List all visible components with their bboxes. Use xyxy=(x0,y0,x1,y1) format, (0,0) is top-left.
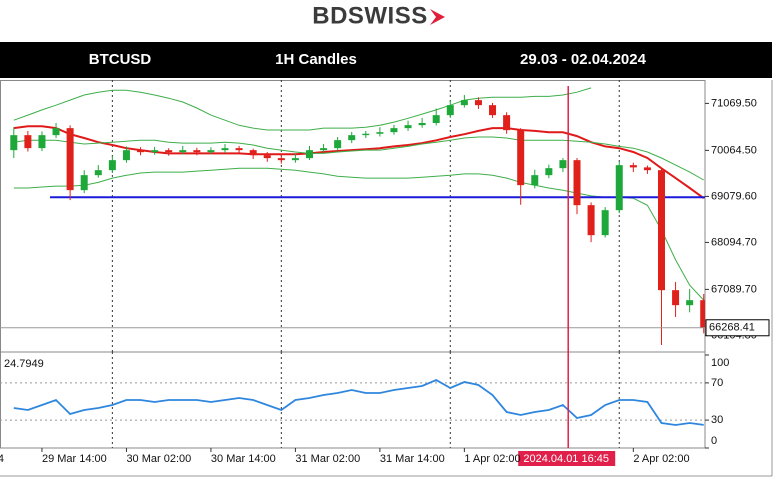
y-tick-label: 70 xyxy=(711,377,723,389)
candle-body xyxy=(334,140,342,149)
candle-body xyxy=(38,135,46,149)
candle-body xyxy=(165,150,173,153)
candle-body xyxy=(629,165,637,168)
candle-body xyxy=(503,115,511,131)
x-tick-label: 29 Mar 14:00 xyxy=(42,453,107,465)
candle-body xyxy=(418,122,426,126)
candle-body xyxy=(390,128,398,133)
logo-icon xyxy=(430,9,445,25)
candle-body xyxy=(263,155,271,159)
x-tick-label: 1 Apr 02:00 xyxy=(464,453,520,465)
candle-body xyxy=(249,150,257,156)
crosshair-box xyxy=(518,451,616,466)
candle-body xyxy=(291,158,299,161)
y-tick-label: 68094.70 xyxy=(711,236,757,248)
candle-body xyxy=(545,168,553,176)
x-tick-label: 30 Mar 02:00 xyxy=(126,453,191,465)
candle-body xyxy=(122,150,130,161)
y-tick-label: 0 xyxy=(711,435,717,447)
candle-body xyxy=(489,105,497,116)
candle-body xyxy=(10,135,18,151)
price-plot xyxy=(0,80,705,352)
candle-body xyxy=(24,135,32,149)
y-tick-label: 70064.50 xyxy=(711,144,757,156)
y-tick-label: 69079.60 xyxy=(711,190,757,202)
timeframe: 1H Candles xyxy=(275,51,357,68)
candle-body xyxy=(573,160,581,206)
candle-body xyxy=(587,205,595,236)
symbol: BTCUSD xyxy=(89,51,152,68)
candle-body xyxy=(151,150,159,153)
y-tick-label: 71069.50 xyxy=(711,97,757,109)
x-tick-label: 31 Mar 02:00 xyxy=(295,453,360,465)
y-tick-label: 100 xyxy=(711,357,729,369)
candle-body xyxy=(432,115,440,123)
candle-body xyxy=(404,125,412,129)
candle-body xyxy=(52,128,60,136)
candle-body xyxy=(446,105,454,116)
candle-body xyxy=(221,148,229,151)
candle-body xyxy=(672,290,680,306)
line xyxy=(13,378,704,426)
line xyxy=(13,125,705,200)
crosshair-label: 2024.04.01 16:45 xyxy=(523,453,609,465)
candle-body xyxy=(700,300,705,328)
candle-body xyxy=(66,128,74,191)
candle-body xyxy=(179,150,187,153)
candle-body xyxy=(305,150,313,159)
axes: 71069.50 70064.50 69079.60 68094.70 67089.70… xyxy=(0,86,770,466)
y-tick-label: 30 xyxy=(711,414,723,426)
candle-body xyxy=(320,148,328,151)
last-price-box xyxy=(705,319,770,337)
candle-body xyxy=(615,165,623,211)
candle-body xyxy=(657,170,665,291)
x-tick-label: 2 Apr 02:00 xyxy=(633,453,689,465)
candle-body xyxy=(531,175,539,186)
last-price-label: 66268.41 xyxy=(709,322,755,334)
candle-body xyxy=(460,100,468,106)
rsi-plot xyxy=(0,352,705,448)
line xyxy=(13,136,704,181)
candle-body xyxy=(559,160,567,169)
candle-body xyxy=(207,150,215,153)
candle-body xyxy=(362,133,370,136)
candle-body xyxy=(686,300,694,306)
rsi-panel xyxy=(0,351,706,449)
rsi-value: 24.7949 xyxy=(4,358,44,370)
header-bar xyxy=(0,42,772,78)
x-tick-label: 30 Mar 14:00 xyxy=(211,453,276,465)
candle-body xyxy=(517,130,525,186)
candle-body xyxy=(235,148,243,151)
candle-body xyxy=(643,167,651,171)
candle-body xyxy=(108,160,116,171)
x-tick-label: 31 Mar 14:00 xyxy=(380,453,445,465)
candle-body xyxy=(601,210,609,236)
candle-body xyxy=(80,175,88,191)
y-tick-label: 67089.70 xyxy=(711,283,757,295)
line xyxy=(13,167,705,301)
candle-body xyxy=(94,170,102,176)
candle-body xyxy=(474,100,482,106)
logo: BDSWISS xyxy=(312,2,428,29)
candle-body xyxy=(376,132,384,134)
candle-body xyxy=(193,150,201,153)
period: 29.03 - 02.04.2024 xyxy=(520,51,647,68)
line xyxy=(13,87,592,131)
candle-body xyxy=(348,135,356,141)
candle-body xyxy=(277,158,285,161)
candle-body xyxy=(137,150,145,153)
x-tick-label: 024 xyxy=(0,453,4,465)
price-panel xyxy=(0,80,706,353)
